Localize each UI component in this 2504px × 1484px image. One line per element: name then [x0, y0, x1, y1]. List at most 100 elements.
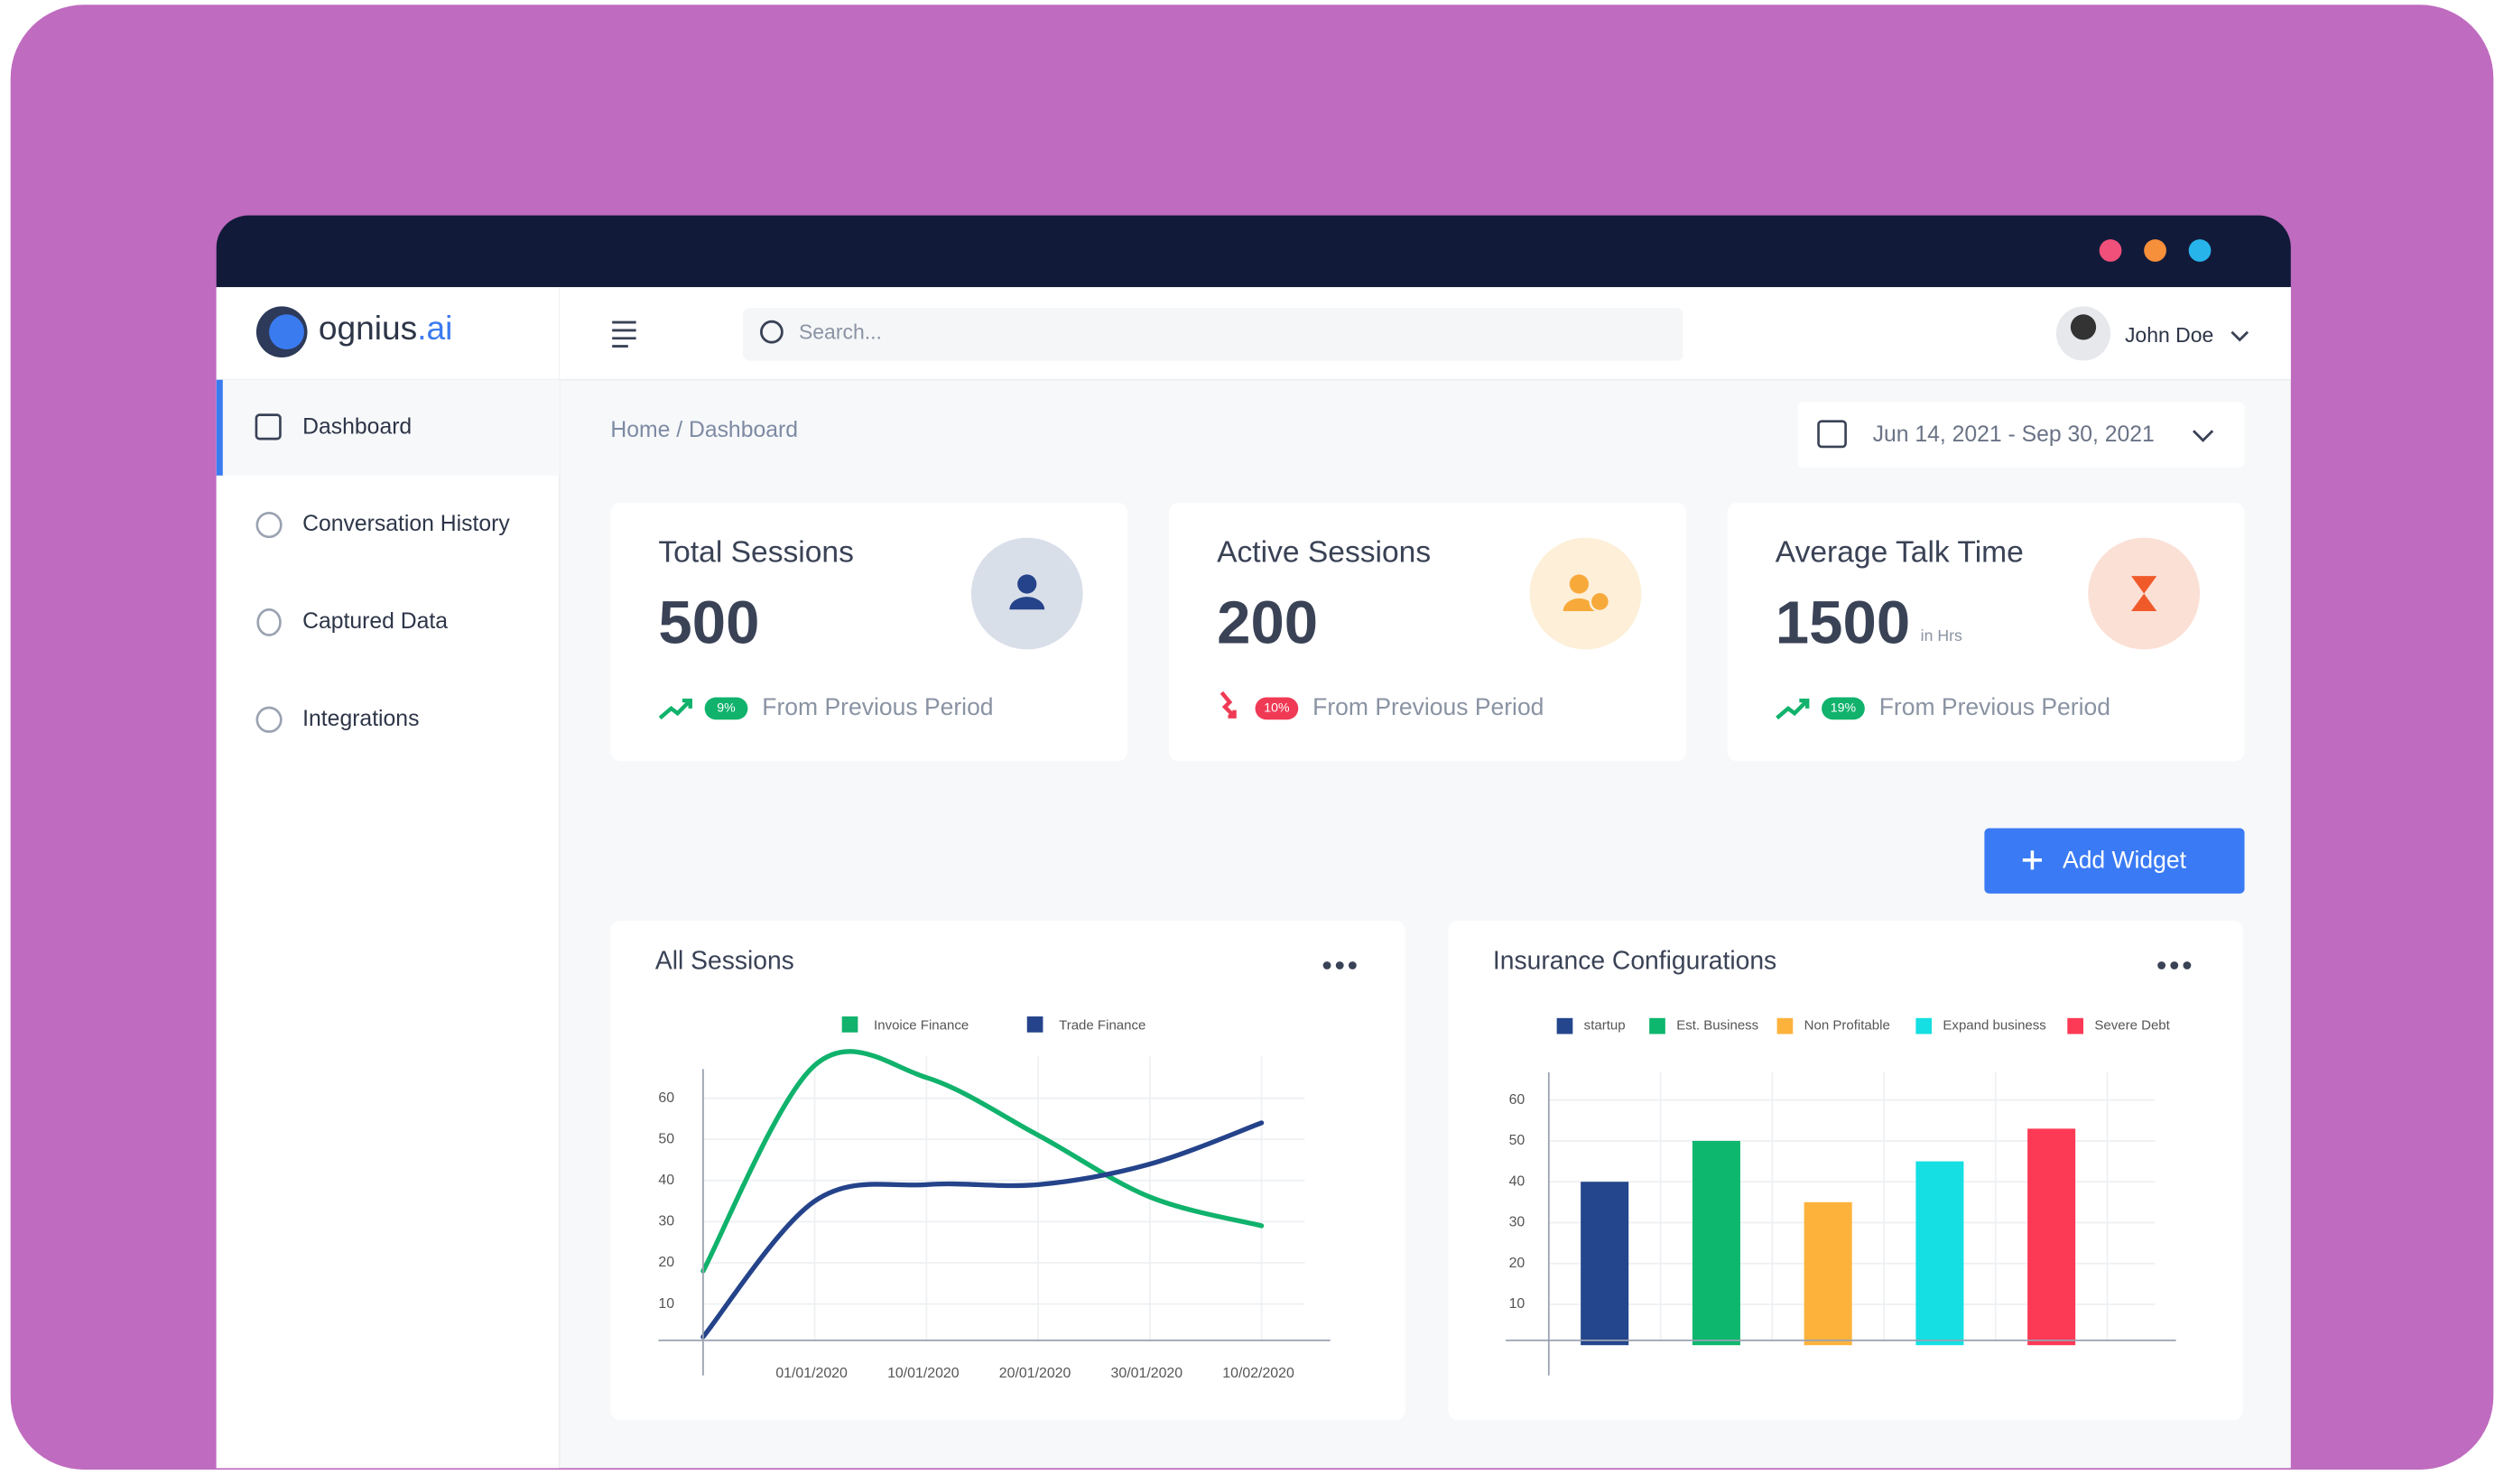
avatar — [2070, 314, 2097, 340]
window-dot — [2099, 239, 2122, 262]
card-value: 500 — [658, 589, 759, 656]
date-range: Jun 14, 2021 - Sep 30, 2021 — [1873, 422, 2155, 447]
y-tick-label: 30 — [658, 1214, 674, 1229]
search-box[interactable] — [743, 308, 1683, 361]
breadcrumb: Home / Dashboard — [610, 418, 798, 442]
y-tick-label: 40 — [1509, 1173, 1526, 1189]
nav-icon — [255, 706, 283, 733]
chevron — [2192, 430, 2214, 442]
card-title: Active Sessions — [1217, 535, 1431, 569]
sidebar — [216, 287, 560, 1469]
badge — [1822, 697, 1865, 720]
x-tick-label: 30/01/2020 — [1111, 1366, 1183, 1381]
y-tick-label: 50 — [1509, 1133, 1526, 1148]
window-dot — [2144, 239, 2166, 262]
nav-item[interactable]: Integrations — [302, 707, 419, 731]
card-note: From Previous Period — [1312, 693, 1544, 720]
logo-icon — [269, 314, 304, 350]
badge — [704, 697, 748, 720]
badge-text: 10% — [1264, 700, 1290, 715]
legend-label: startup — [1584, 1018, 1626, 1034]
plots: 10 20 30 40 50 60 01/01/2020 10/01/2020 20/01/20… — [658, 1016, 2171, 1381]
logo-suffix: .ai — [417, 309, 452, 347]
card-icon — [1529, 537, 1642, 650]
legend-label: Invoice Finance — [874, 1018, 969, 1034]
more-menu[interactable] — [1322, 961, 1357, 969]
legend-swatch — [1026, 1016, 1043, 1033]
card-icon — [1563, 598, 1596, 612]
user-name[interactable]: John Doe — [2125, 323, 2213, 347]
card-note: From Previous Period — [762, 693, 993, 720]
bar — [2027, 1128, 2076, 1346]
y-tick-label: 20 — [1509, 1256, 1526, 1271]
logo-text: ognius.ai — [319, 309, 453, 347]
legend-label: Trade Finance — [1059, 1018, 1145, 1034]
window-dot — [2188, 239, 2212, 262]
date-picker[interactable] — [1797, 402, 2245, 468]
legend-swatch — [1915, 1017, 1933, 1034]
chart-panel — [1448, 920, 2243, 1421]
chart-panel — [610, 920, 1405, 1421]
menu-icon[interactable] — [612, 320, 636, 348]
y-tick-label: 30 — [1509, 1215, 1526, 1230]
calendar-icon — [1817, 420, 1847, 449]
card-icon — [1009, 597, 1045, 610]
x-tick-label: 01/01/2020 — [775, 1366, 848, 1381]
logo-name: ognius — [319, 309, 417, 347]
active-item — [216, 379, 560, 476]
bar — [1915, 1161, 1964, 1346]
line-series — [700, 1049, 1265, 1274]
card-icon — [1017, 574, 1037, 594]
legend-label: Est. Business — [1676, 1018, 1758, 1034]
search-placeholder: Search... — [799, 320, 882, 344]
nav-icon — [256, 608, 282, 636]
card-title: Total Sessions — [658, 535, 854, 569]
y-tick-label: 60 — [658, 1090, 674, 1106]
badge — [1255, 697, 1299, 720]
legend-swatch — [1776, 1017, 1794, 1034]
trend-up — [1776, 698, 1810, 720]
nav-item[interactable]: Dashboard — [302, 414, 412, 439]
card-value: 1500 — [1776, 589, 1910, 656]
bar — [1581, 1182, 1629, 1346]
nav-icon — [255, 413, 282, 441]
legend-label: Severe Debt — [2094, 1018, 2170, 1034]
bar — [1804, 1201, 1852, 1346]
legend-swatch — [1556, 1017, 1573, 1034]
nav-icon — [255, 512, 283, 539]
chart-title: Insurance Configurations — [1493, 945, 1776, 974]
line-series — [700, 1120, 1265, 1340]
x-tick-label: 10/02/2020 — [1222, 1366, 1294, 1381]
x-tick-label: 20/01/2020 — [999, 1366, 1071, 1381]
badge-text: 9% — [717, 700, 736, 715]
bar — [1692, 1140, 1740, 1346]
y-tick-label: 10 — [1509, 1296, 1526, 1312]
nav-item[interactable]: Conversation History — [302, 512, 510, 536]
y-tick-label: 50 — [658, 1131, 674, 1146]
card: Average Talk Time 1500 in Hrs 19% From P… — [1727, 502, 2245, 762]
legend-label: Non Profitable — [1804, 1018, 1890, 1034]
y-tick-label: 40 — [658, 1173, 674, 1188]
chevron — [2230, 330, 2249, 342]
trend-up — [658, 698, 692, 720]
plus-icon — [2022, 850, 2043, 870]
nav-item[interactable]: Captured Data — [302, 609, 448, 634]
add-widget-button[interactable] — [1984, 828, 2245, 894]
active-indicator — [216, 379, 223, 476]
search-icon — [760, 320, 784, 344]
more-menu[interactable] — [2157, 961, 2192, 969]
trend-down — [1220, 691, 1237, 719]
y-tick-label: 20 — [658, 1255, 674, 1270]
card-icon — [2131, 576, 2157, 612]
chart-title: All Sessions — [655, 945, 794, 974]
y-tick-label: 60 — [1509, 1092, 1526, 1108]
card: Total Sessions 500 9% From Previous Peri… — [610, 502, 1128, 762]
legend-swatch — [1649, 1017, 1665, 1034]
title-bar — [216, 215, 2291, 288]
y-tick-label: 10 — [658, 1296, 674, 1312]
card-icon — [1589, 590, 1611, 613]
card-icon — [2088, 537, 2201, 650]
button-label: Add Widget — [2063, 847, 2187, 874]
